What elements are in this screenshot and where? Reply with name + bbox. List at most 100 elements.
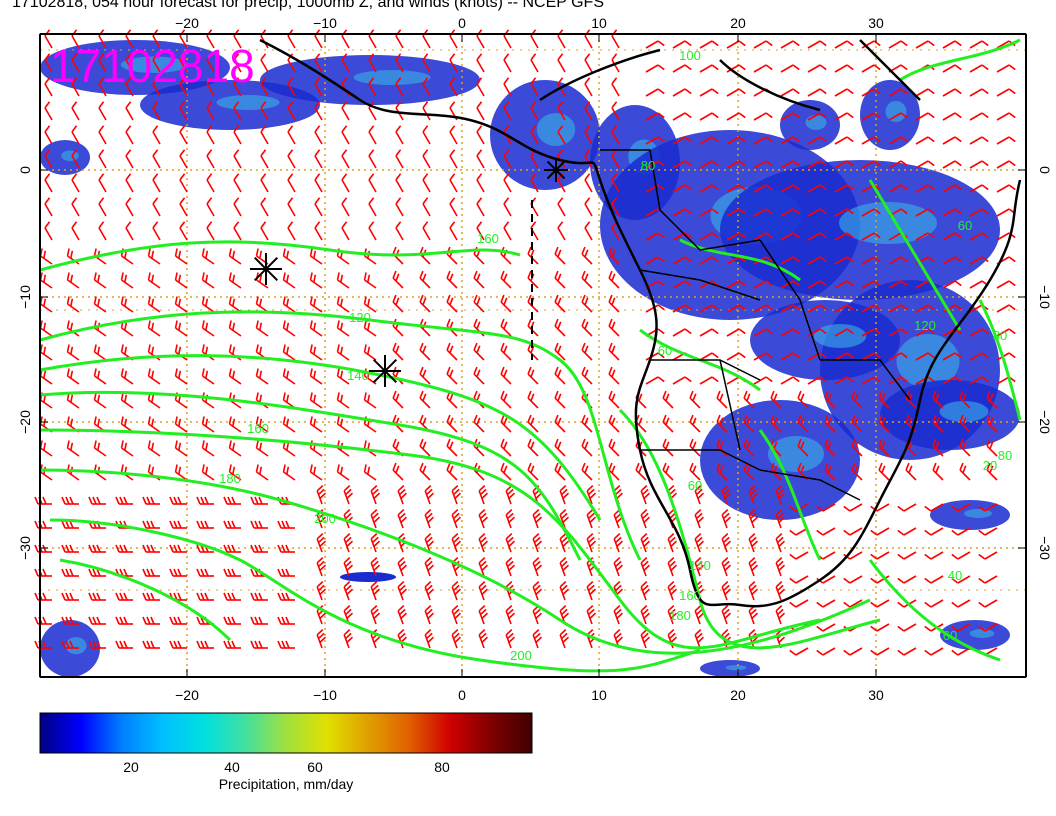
wind-barb: [951, 551, 971, 560]
wind-barb: [260, 77, 269, 97]
wind-barb: [66, 440, 80, 457]
wind-barb: [341, 53, 350, 73]
wind-barb: [282, 464, 296, 481]
wind-barb: [915, 208, 935, 217]
wind-barb: [314, 221, 323, 241]
wind-barb: [476, 173, 485, 193]
wind-barb: [608, 390, 620, 409]
wind-barb: [780, 208, 800, 217]
wind-barb: [672, 208, 692, 217]
wind-barb: [753, 232, 773, 241]
wind-barb: [336, 368, 350, 385]
contour-line: [59, 558, 232, 642]
wind-barb: [726, 328, 746, 337]
wind-barb: [174, 296, 188, 313]
wind-barb: [726, 232, 746, 241]
wind-barb: [608, 366, 620, 385]
precip-core: [964, 509, 992, 518]
asterisk-marker: [250, 253, 282, 285]
wind-barb: [897, 527, 917, 536]
wind-barb: [689, 462, 701, 481]
wind-barb: [689, 390, 701, 409]
wind-barb: [726, 40, 746, 49]
wind-barb: [932, 390, 944, 409]
wind-barb: [645, 64, 665, 73]
wind-barb: [476, 149, 485, 169]
wind-barb: [743, 462, 755, 481]
wind-barb: [554, 414, 566, 433]
wind-barb: [370, 605, 381, 625]
wind-barb: [608, 414, 620, 433]
wind-barb: [861, 112, 881, 121]
wind-barb: [314, 173, 323, 193]
wind-barb: [316, 581, 327, 601]
wind-barb: [233, 101, 242, 121]
wind-barb: [395, 101, 404, 121]
wind-barb: [775, 557, 786, 577]
wind-barb: [363, 296, 377, 313]
precip-blob: [340, 572, 396, 582]
wind-barb: [959, 414, 971, 433]
wind-barb: [422, 197, 431, 217]
wind-barb: [924, 551, 944, 560]
wind-barb: [196, 568, 214, 577]
wind-barb: [71, 77, 80, 97]
wind-barb: [932, 462, 944, 481]
wind-barb: [581, 462, 593, 481]
wind-barb: [672, 184, 692, 193]
wind-barb: [559, 485, 570, 505]
wind-barb: [743, 390, 755, 409]
wind-barb: [370, 485, 381, 505]
colorbar-gradient: [39, 712, 533, 754]
wind-barb: [451, 533, 462, 553]
wind-barb: [206, 149, 215, 169]
wind-barb: [451, 605, 462, 625]
wind-barb: [780, 160, 800, 169]
wind-barb: [924, 575, 944, 584]
wind-barb: [61, 568, 79, 577]
wind-barb: [816, 599, 836, 608]
precip-core: [725, 665, 747, 671]
wind-barb: [125, 173, 134, 193]
wind-barb: [797, 390, 809, 409]
wind-barb: [996, 88, 1016, 97]
wind-barb: [169, 544, 187, 553]
wind-barb: [969, 352, 989, 361]
wind-barb: [694, 605, 705, 625]
wind-barb: [807, 280, 827, 289]
wind-barb: [915, 304, 935, 313]
wind-barb: [662, 438, 674, 457]
wind-barb: [125, 197, 134, 217]
wind-barb: [287, 173, 296, 193]
wind-barb: [473, 294, 485, 313]
wind-barb: [951, 527, 971, 536]
wind-barb: [446, 342, 458, 361]
wind-barb: [419, 342, 431, 361]
wind-barb: [905, 414, 917, 433]
wind-barb: [422, 149, 431, 169]
contour-label: 20: [983, 458, 997, 473]
wind-barb: [250, 520, 268, 529]
wind-barb: [196, 520, 214, 529]
wind-barb: [581, 438, 593, 457]
wind-barb: [309, 416, 323, 433]
wind-barb: [775, 605, 786, 625]
wind-barb: [851, 390, 863, 409]
wind-barb: [753, 376, 773, 385]
wind-barb: [500, 318, 512, 337]
wind-barb: [532, 605, 543, 625]
wind-barb: [505, 557, 516, 577]
wind-barb: [228, 320, 242, 337]
wind-barb: [179, 53, 188, 73]
wind-barb: [748, 557, 759, 577]
wind-barb: [44, 125, 53, 145]
wind-barb: [559, 557, 570, 577]
wind-barb: [451, 629, 462, 649]
wind-barb: [870, 623, 890, 632]
wind-barb: [861, 40, 881, 49]
colorbar-tick-label: 80: [434, 759, 450, 775]
wind-barb: [422, 53, 431, 73]
wind-barb: [699, 88, 719, 97]
wind-barb: [169, 616, 187, 625]
figure-title: 17102818, 054 hour forecast for precip, …: [12, 0, 604, 11]
